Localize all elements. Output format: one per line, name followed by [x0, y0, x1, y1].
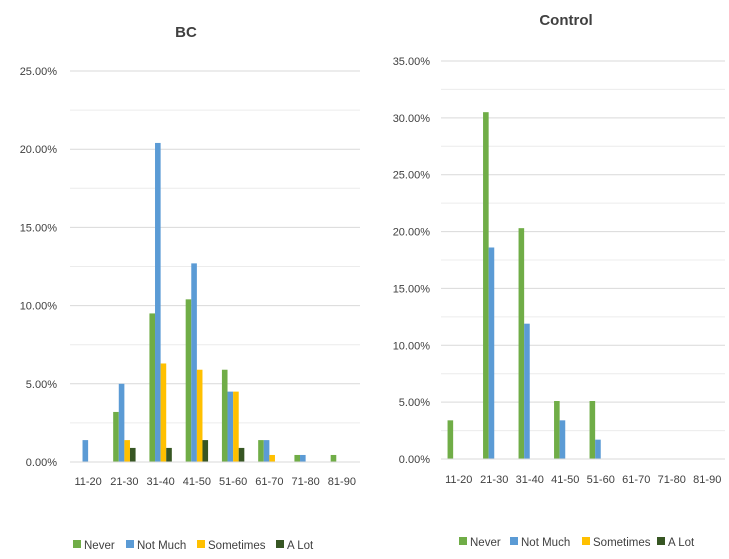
x-tick-label: 41-50 — [551, 474, 579, 486]
legend-label: Never — [84, 540, 115, 552]
y-tick-label: 35.00% — [393, 56, 431, 68]
chart-title-bc: BC — [175, 24, 197, 41]
bar-a-lot — [166, 447, 172, 462]
x-tick-label: 21-30 — [480, 474, 508, 486]
x-tick-label: 41-50 — [183, 476, 211, 488]
bar-not-much — [263, 440, 270, 462]
y-tick-label: 20.00% — [20, 144, 58, 156]
x-tick-label: 81-90 — [328, 476, 356, 488]
bar-never — [589, 401, 596, 459]
legend-label: A Lot — [287, 540, 314, 552]
bar-never — [294, 454, 301, 462]
bar-never — [185, 299, 192, 462]
y-tick-label: 20.00% — [393, 227, 431, 239]
bar-sometimes — [269, 454, 275, 462]
bar-sometimes — [196, 369, 203, 462]
legend-swatch — [459, 537, 467, 545]
legend-swatch — [197, 540, 205, 548]
bar-never — [113, 411, 119, 462]
legend-label: Sometimes — [208, 540, 266, 552]
x-tick-label: 51-60 — [219, 476, 247, 488]
bar-never — [518, 228, 525, 459]
x-tick-label: 11-20 — [74, 476, 101, 488]
bar-never — [221, 369, 228, 462]
bar-never — [149, 313, 156, 462]
x-tick-label: 61-70 — [255, 476, 283, 488]
y-tick-label: 10.00% — [393, 340, 431, 352]
chart-bc: BC 0.00% 5.00% 10.00% 15.00% 20.00% 25.00% 11-… — [20, 24, 360, 552]
legend-label: A Lot — [668, 537, 695, 549]
legend-label: Not Much — [521, 537, 570, 549]
chart-control: Control 0.00% 5.00% 10.00% 15.00% 20.00% 25.0… — [393, 12, 725, 549]
legend-swatch — [510, 537, 518, 545]
bar-never — [447, 420, 454, 459]
bar-sometimes — [160, 363, 167, 462]
bar-sometimes — [124, 440, 130, 462]
legend-swatch — [126, 540, 134, 548]
x-tick-label: 31-40 — [147, 476, 175, 488]
gridlines — [70, 70, 360, 463]
legend-control: Never Not Much Sometimes A Lot — [459, 537, 695, 549]
y-tick-label: 15.00% — [20, 222, 58, 234]
bar-not-much — [191, 263, 197, 462]
bar-not-much — [524, 323, 530, 459]
bar-a-lot — [238, 447, 245, 462]
x-tick-label: 51-60 — [587, 474, 615, 486]
legend-bc: Never Not Much Sometimes A Lot — [73, 540, 314, 552]
y-tick-label: 25.00% — [393, 170, 431, 182]
y-tick-label: 30.00% — [393, 113, 431, 125]
x-tick-label: 21-30 — [110, 476, 138, 488]
legend-swatch — [276, 540, 284, 548]
y-tick-label: 10.00% — [20, 301, 58, 313]
y-tick-label: 15.00% — [393, 283, 431, 295]
y-tick-label: 0.00% — [26, 457, 57, 469]
x-tick-label: 71-80 — [292, 476, 320, 488]
x-tick-label: 61-70 — [622, 474, 650, 486]
x-tick-label: 31-40 — [516, 474, 544, 486]
legend-label: Never — [470, 537, 501, 549]
bar-not-much — [227, 391, 234, 462]
bar-not-much — [559, 420, 566, 459]
bar-never — [330, 454, 337, 462]
legend-swatch — [73, 540, 81, 548]
legend-label: Sometimes — [593, 537, 651, 549]
x-tick-label: 71-80 — [658, 474, 686, 486]
bar-not-much — [155, 142, 161, 462]
y-tick-label: 0.00% — [399, 454, 430, 466]
bar-a-lot — [129, 447, 136, 462]
y-tick-label: 5.00% — [399, 397, 430, 409]
bar-not-much — [300, 454, 306, 462]
legend-swatch — [657, 537, 665, 545]
bar-sometimes — [233, 391, 239, 462]
x-tick-label: 11-20 — [445, 474, 472, 486]
x-tick-label: 81-90 — [693, 474, 721, 486]
y-tick-label: 5.00% — [26, 379, 57, 391]
bar-not-much — [118, 383, 125, 462]
legend-swatch — [582, 537, 590, 545]
bar-a-lot — [202, 440, 209, 462]
chart-title-control: Control — [539, 12, 592, 29]
bar-never — [554, 401, 560, 459]
bar-never — [258, 440, 264, 462]
bar-never — [483, 112, 489, 460]
legend-label: Not Much — [137, 540, 186, 552]
bar-not-much — [595, 439, 601, 459]
bar-not-much — [488, 247, 495, 459]
y-tick-label: 25.00% — [20, 66, 58, 78]
bar-not-much — [82, 440, 89, 462]
